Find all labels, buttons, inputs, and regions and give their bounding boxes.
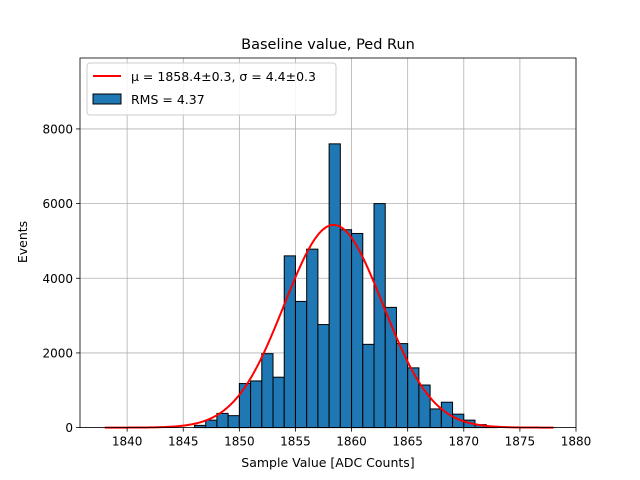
- x-tick-label: 1865: [392, 435, 423, 449]
- legend: μ = 1858.4±0.3, σ = 4.4±0.3 RMS = 4.37: [86, 62, 337, 116]
- x-tick-label: 1855: [280, 435, 311, 449]
- gaussian-fit: [104, 223, 554, 429]
- legend-hist-swatch: [92, 93, 122, 105]
- plot-frame: [79, 57, 577, 429]
- histogram-bar: [227, 415, 240, 429]
- chart-title: Baseline value, Ped Run: [241, 37, 415, 53]
- histogram-bars: [193, 143, 498, 429]
- x-tick-label: 1840: [112, 435, 143, 449]
- histogram-bar: [294, 300, 308, 429]
- y-tick-label: 8000: [42, 122, 73, 136]
- x-tick-label: 1875: [505, 435, 536, 449]
- histogram-bar: [407, 367, 420, 429]
- x-tick-label: 1850: [224, 435, 255, 449]
- histogram-bar: [261, 353, 274, 429]
- y-tick-label: 6000: [42, 197, 73, 211]
- legend-fit-label: μ = 1858.4±0.3, σ = 4.4±0.3: [131, 69, 316, 84]
- histogram-bar: [238, 383, 252, 429]
- histogram-bar: [205, 419, 218, 429]
- x-tick-label: 1870: [449, 435, 480, 449]
- legend-hist-label: RMS = 4.37: [131, 92, 205, 107]
- histogram-bar: [339, 229, 353, 429]
- histogram-bar: [216, 412, 229, 429]
- x-axis-label: Sample Value [ADC Counts]: [241, 455, 414, 470]
- histogram-bar: [351, 232, 364, 429]
- histogram-bar: [328, 143, 341, 429]
- histogram-bar: [317, 324, 330, 429]
- legend-box: [86, 62, 337, 116]
- y-tick-label: 2000: [42, 346, 73, 360]
- histogram-bar: [429, 408, 442, 429]
- y-tick-label: 4000: [42, 272, 73, 286]
- x-tick-label: 1860: [336, 435, 367, 449]
- x-tick-label: 1845: [168, 435, 199, 449]
- histogram-bar: [272, 376, 285, 429]
- y-tick-label: 0: [65, 421, 73, 435]
- histogram-bar: [373, 203, 386, 429]
- y-axis-label: Events: [15, 221, 30, 263]
- x-tick-label: 1880: [561, 435, 592, 449]
- fit-curve: [104, 223, 554, 429]
- histogram-bar: [362, 343, 375, 429]
- x-axis-ticks: 1840 1845 1850 1855 1860 1865 1870 1875 1880: [112, 427, 592, 449]
- histogram-bar: [306, 248, 319, 429]
- histogram-bar: [250, 380, 263, 429]
- y-axis-ticks: 0 2000 4000 6000 8000: [42, 122, 80, 435]
